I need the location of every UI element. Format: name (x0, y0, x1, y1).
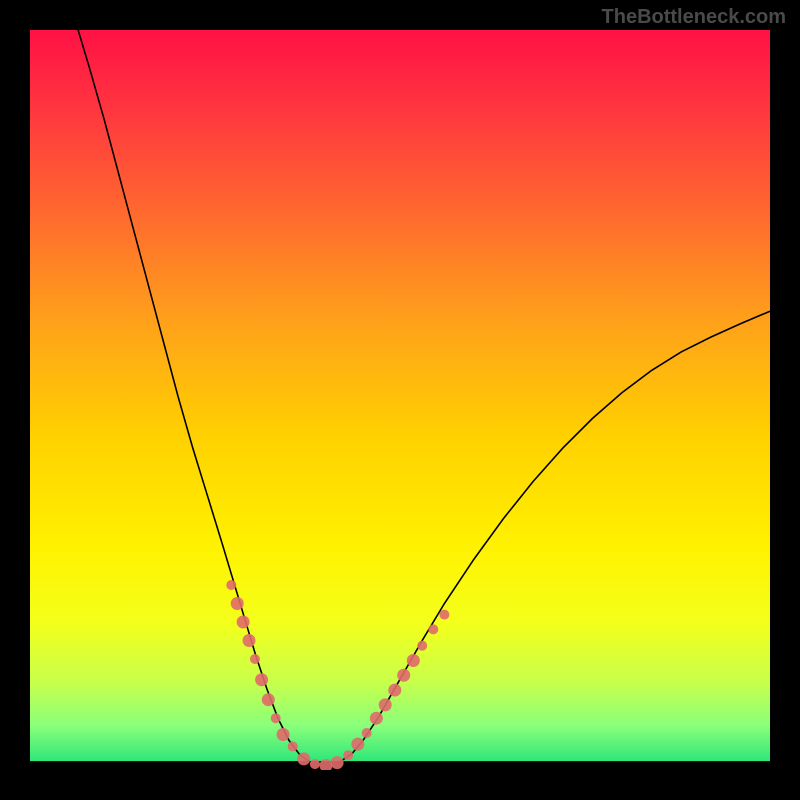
marker-point (231, 597, 244, 610)
marker-point (397, 669, 410, 682)
marker-point (226, 580, 236, 590)
watermark-text: TheBottleneck.com (602, 6, 786, 29)
bottom-black-band (30, 761, 770, 770)
bottleneck-chart (30, 30, 770, 770)
marker-point (388, 684, 401, 697)
marker-point (362, 728, 372, 738)
chart-area (30, 30, 770, 770)
marker-point (428, 624, 438, 634)
marker-point (255, 673, 268, 686)
marker-point (288, 741, 298, 751)
marker-point (297, 752, 310, 765)
marker-point (351, 738, 364, 751)
marker-point (250, 654, 260, 664)
marker-point (310, 759, 320, 769)
marker-point (407, 654, 420, 667)
marker-point (439, 610, 449, 620)
marker-point (370, 712, 383, 725)
marker-point (262, 693, 275, 706)
marker-point (379, 698, 392, 711)
marker-point (331, 756, 344, 769)
marker-point (277, 728, 290, 741)
app-frame: TheBottleneck.com (0, 0, 800, 800)
marker-point (417, 641, 427, 651)
marker-point (343, 750, 353, 760)
marker-point (243, 634, 256, 647)
marker-point (271, 713, 281, 723)
gradient-background (30, 30, 770, 770)
marker-point (237, 616, 250, 629)
